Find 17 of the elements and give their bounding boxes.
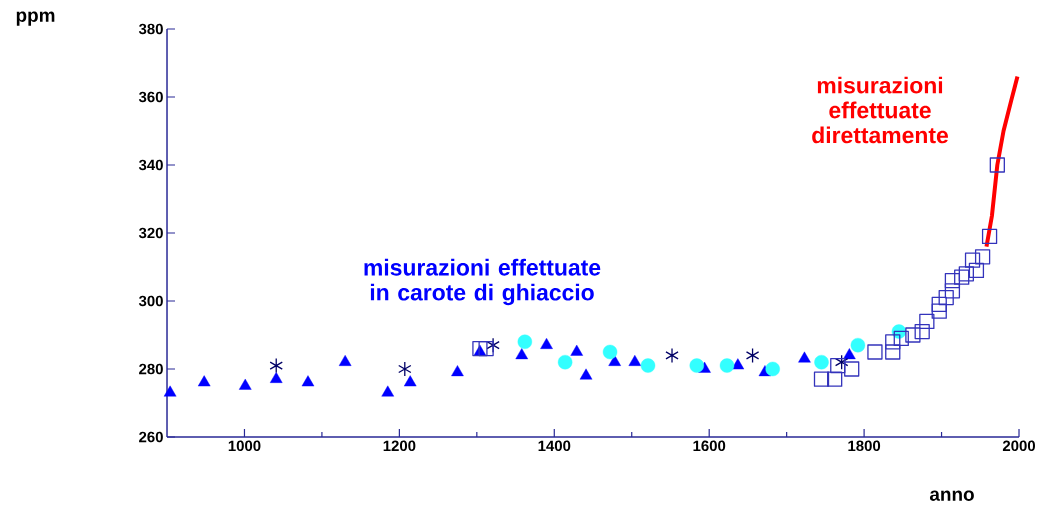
y-tick-label: 360 xyxy=(138,91,163,103)
x-tick-label: 1000 xyxy=(228,440,261,452)
annotation: misurazioni effettuate direttamente xyxy=(812,76,948,144)
y-tick-label: 260 xyxy=(139,431,163,443)
y-tick-label: 280 xyxy=(139,363,163,375)
y-tick-label: 320 xyxy=(138,227,163,239)
x-tick-label: 2000 xyxy=(1002,440,1035,452)
x-tick-label: 1200 xyxy=(383,440,416,452)
x-tick-label: 1800 xyxy=(848,440,881,452)
y-axis-title: ppm xyxy=(16,11,55,26)
x-axis-title: anno xyxy=(929,490,974,501)
x-tick-label: 1400 xyxy=(538,440,571,452)
y-tick-label: 380 xyxy=(138,23,163,35)
x-tick-label: 1600 xyxy=(693,440,726,452)
y-tick-label: 340 xyxy=(138,159,163,171)
y-tick-label: 300 xyxy=(138,295,163,307)
annotation: misurazioni effettuate in carote di ghiaccio xyxy=(364,258,601,306)
